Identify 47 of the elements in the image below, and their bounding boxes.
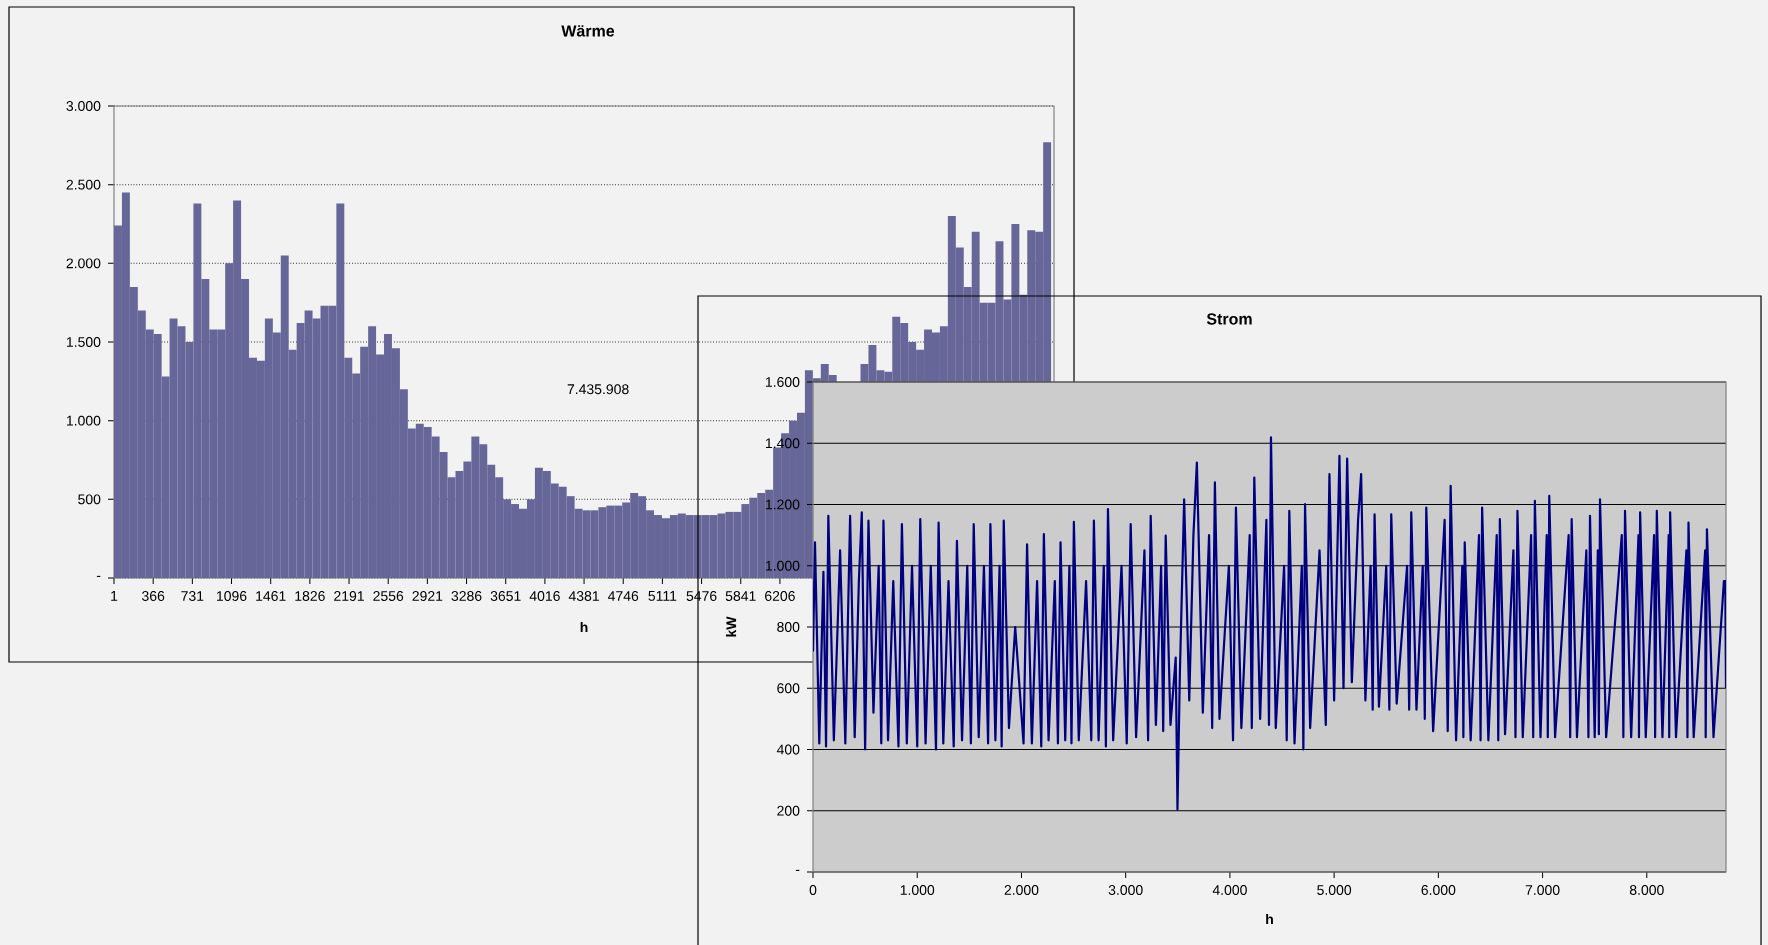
x-tick-label: 4016: [529, 591, 560, 601]
y-tick-label: 2.000: [66, 258, 101, 269]
x-tick-label: 5.000: [1317, 885, 1352, 895]
y-tick-label: 1.200: [765, 499, 800, 510]
x-tick-label: 1826: [295, 591, 325, 601]
x-tick-label: 5111: [648, 591, 677, 601]
x-tick-label: 3286: [451, 591, 482, 601]
x-tick-label: 6206: [765, 591, 795, 601]
y-tick-label: 500: [78, 494, 101, 505]
x-tick-label: 3.000: [1108, 885, 1143, 895]
annotation: 7.435.908: [567, 384, 629, 395]
chart-title: Strom: [1206, 313, 1252, 325]
y-tick-label: 3.000: [66, 101, 101, 111]
y-tick-label: 600: [777, 683, 800, 694]
x-tick-label: 4.000: [1212, 885, 1247, 895]
x-tick-label: 8.000: [1629, 885, 1664, 895]
y-tick-label: 1.000: [66, 415, 101, 426]
x-tick-label: 731: [181, 591, 204, 601]
x-tick-label: 4746: [607, 591, 639, 601]
y-tick-label: 1.000: [765, 560, 800, 571]
x-tick-label: 1096: [217, 591, 247, 601]
x-tick-label: 5841: [725, 591, 756, 601]
x-tick-label: 7.000: [1525, 885, 1560, 895]
x-tick-label: 3651: [490, 591, 521, 601]
x-tick-label: 4381: [568, 591, 599, 601]
x-tick-label: 2191: [334, 591, 364, 601]
x-tick-label: 0: [809, 885, 817, 895]
x-tick-label: 366: [142, 591, 165, 601]
y-tick-label: 400: [776, 744, 800, 755]
y-tick-label: -: [96, 575, 101, 577]
x-axis-title: h: [1266, 913, 1273, 925]
x-axis-title: h: [580, 621, 588, 633]
x-tick-label: 2921: [412, 591, 443, 601]
x-tick-label: 1461: [256, 591, 286, 601]
chart-title: Wärme: [561, 25, 615, 37]
y-tick-label: 1.600: [765, 377, 800, 387]
y-tick-label: 1.500: [66, 337, 101, 347]
x-tick-label: 2556: [373, 591, 404, 601]
y-tick-label: 800: [777, 622, 800, 632]
y-axis-title: kW: [725, 616, 737, 637]
x-tick-label: 2.000: [1004, 885, 1039, 895]
x-tick-label: 6.000: [1421, 885, 1456, 895]
x-tick-label: 1.000: [900, 885, 935, 895]
x-tick-label: 1: [111, 591, 118, 601]
y-tick-label: 2.500: [66, 179, 101, 190]
y-tick-label: 200: [777, 805, 800, 816]
y-tick-label: -: [795, 869, 800, 871]
